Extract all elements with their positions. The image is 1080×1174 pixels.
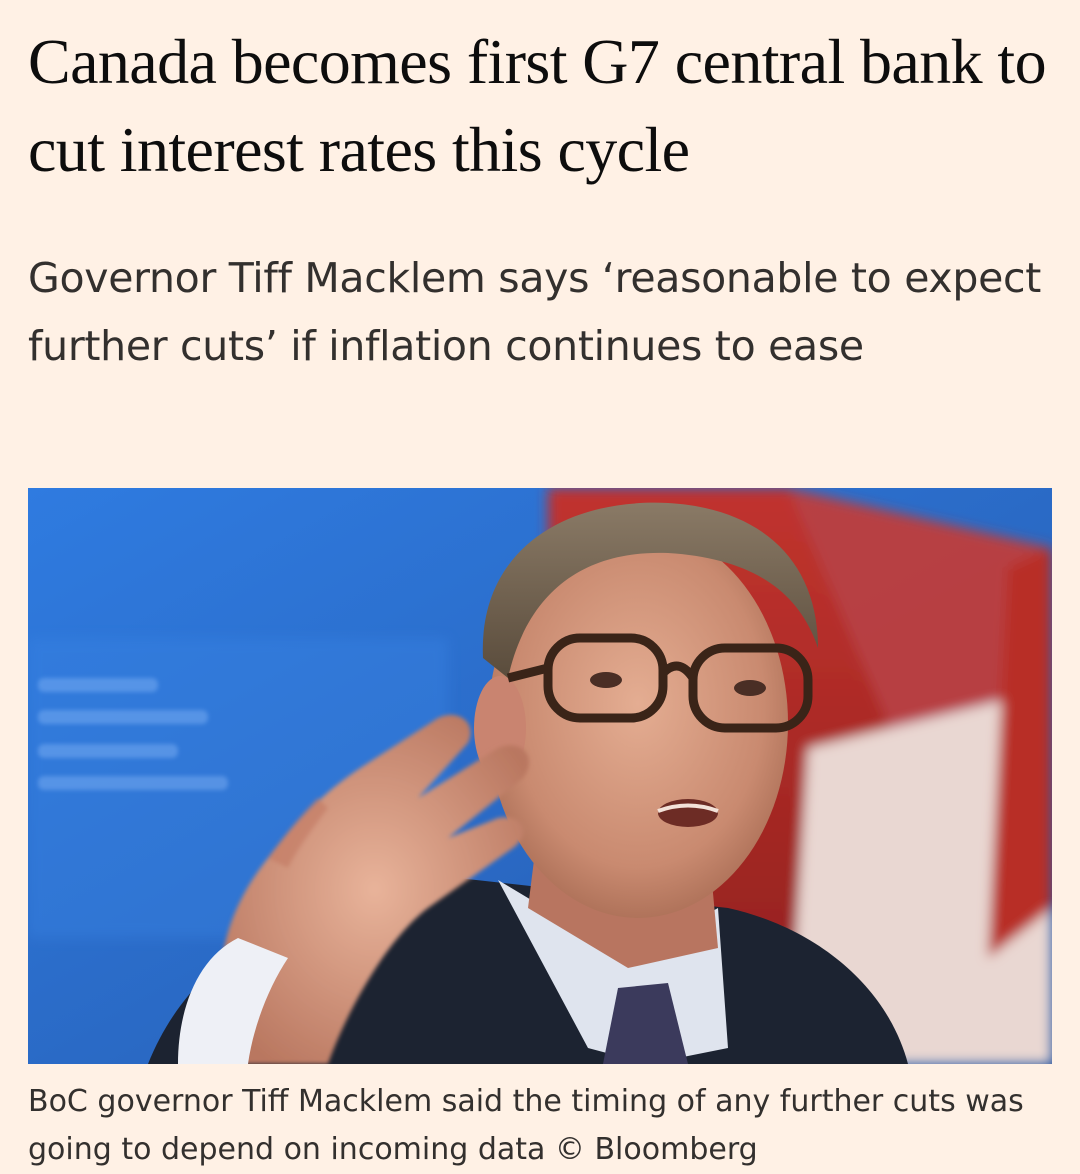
article-standfirst: Governor Tiff Macklem says ‘reasonable t…	[28, 254, 1042, 370]
article-headline: Canada becomes first G7 central bank to …	[28, 26, 1047, 185]
article-photo	[28, 488, 1052, 1064]
photo-caption: BoC governor Tiff Macklem said the timin…	[28, 1084, 1024, 1167]
photo-illustration	[28, 488, 1052, 1064]
